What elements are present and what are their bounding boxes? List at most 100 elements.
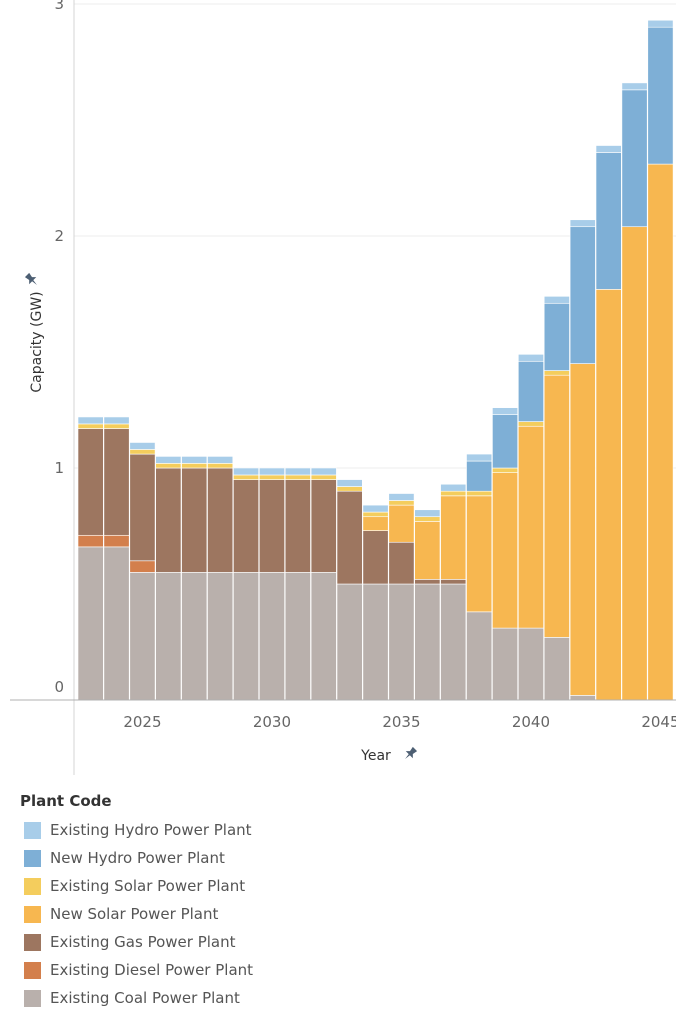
bar-segment[interactable] [129, 572, 156, 701]
bar-segment[interactable] [258, 479, 285, 573]
bar-segment[interactable] [155, 572, 182, 701]
bar-segment[interactable] [492, 472, 518, 629]
bar-segment[interactable] [543, 296, 570, 304]
bar-segment[interactable] [388, 500, 415, 506]
bar-segment[interactable] [569, 219, 596, 228]
bar-segment[interactable] [233, 467, 259, 476]
bar-segment[interactable] [181, 467, 208, 573]
bar-segment[interactable] [155, 463, 182, 469]
bar-segment[interactable] [440, 579, 467, 585]
bar-segment[interactable] [517, 354, 544, 362]
bar-segment[interactable] [647, 26, 674, 165]
bar-segment[interactable] [466, 611, 493, 701]
bar-segment[interactable] [414, 579, 441, 585]
bar-segment[interactable] [647, 19, 674, 28]
bar-segment[interactable] [388, 493, 415, 501]
bar-segment[interactable] [569, 695, 596, 701]
bar-segment[interactable] [543, 302, 570, 371]
bar-segment[interactable] [310, 479, 337, 573]
bar-segment[interactable] [284, 479, 311, 573]
bar-segment[interactable] [103, 534, 130, 548]
bar-segment[interactable] [310, 572, 337, 701]
bar-segment[interactable] [207, 456, 234, 464]
bar-segment[interactable] [336, 479, 363, 487]
bar-segment[interactable] [129, 453, 156, 562]
bar-segment[interactable] [543, 370, 570, 376]
bar-segment[interactable] [440, 490, 467, 497]
bar-segment[interactable] [362, 583, 389, 701]
bar-segment[interactable] [595, 289, 622, 701]
bar-segment[interactable] [414, 509, 441, 518]
bar-segment[interactable] [466, 453, 493, 462]
bar-segment[interactable] [181, 572, 208, 701]
bar-segment[interactable] [77, 546, 104, 701]
bar-segment[interactable] [440, 495, 467, 580]
bar-segment[interactable] [466, 495, 493, 613]
bar-segment[interactable] [310, 467, 337, 476]
bar-segment[interactable] [414, 516, 441, 522]
bar-segment[interactable] [440, 483, 467, 492]
bar-segment[interactable] [621, 89, 648, 228]
bar-segment[interactable] [517, 421, 544, 427]
bar-segment[interactable] [466, 460, 493, 492]
bar-segment[interactable] [77, 534, 104, 548]
bar-segment[interactable] [258, 467, 285, 476]
bar-segment[interactable] [569, 226, 596, 364]
bar-segment[interactable] [569, 363, 596, 696]
bar-segment[interactable] [181, 463, 208, 469]
bar-segment[interactable] [388, 541, 415, 585]
bar-segment[interactable] [414, 521, 441, 580]
bar-segment[interactable] [492, 414, 518, 469]
bar-segment[interactable] [336, 583, 363, 701]
bar-segment[interactable] [492, 407, 518, 415]
bar-segment[interactable] [362, 530, 389, 585]
bar-segment[interactable] [233, 479, 259, 573]
bar-segment[interactable] [258, 572, 285, 701]
bar-segment[interactable] [414, 583, 441, 701]
legend-item[interactable]: New Hydro Power Plant [20, 844, 253, 872]
bar-segment[interactable] [77, 428, 104, 536]
bar-segment[interactable] [129, 442, 156, 450]
bar-segment[interactable] [207, 463, 234, 469]
bar-segment[interactable] [543, 374, 570, 638]
legend-item[interactable]: Existing Coal Power Plant [20, 984, 253, 1012]
bar-segment[interactable] [543, 637, 570, 701]
bar-segment[interactable] [310, 474, 337, 480]
bar-segment[interactable] [129, 449, 156, 455]
bar-segment[interactable] [284, 467, 311, 476]
bar-segment[interactable] [621, 82, 648, 91]
bar-segment[interactable] [77, 416, 104, 425]
bar-segment[interactable] [621, 226, 648, 701]
bar-segment[interactable] [647, 163, 674, 701]
bar-segment[interactable] [362, 504, 389, 513]
legend-item[interactable]: Existing Gas Power Plant [20, 928, 253, 956]
bar-segment[interactable] [336, 490, 363, 585]
bar-segment[interactable] [517, 360, 544, 422]
bar-segment[interactable] [77, 423, 104, 429]
bar-segment[interactable] [492, 627, 518, 701]
bar-segment[interactable] [517, 425, 544, 629]
bar-segment[interactable] [362, 511, 389, 518]
bar-segment[interactable] [388, 504, 415, 543]
bar-segment[interactable] [595, 145, 622, 153]
pin-icon[interactable] [402, 746, 419, 763]
bar-segment[interactable] [233, 474, 259, 480]
bar-segment[interactable] [336, 486, 363, 492]
bar-segment[interactable] [517, 627, 544, 701]
bar-segment[interactable] [284, 572, 311, 701]
legend-item[interactable]: New Solar Power Plant [20, 900, 253, 928]
bar-segment[interactable] [103, 423, 130, 429]
bar-segment[interactable] [103, 416, 130, 425]
bar-segment[interactable] [103, 546, 130, 701]
bar-segment[interactable] [103, 428, 130, 536]
bar-segment[interactable] [388, 583, 415, 701]
bar-segment[interactable] [258, 474, 285, 480]
legend-item[interactable]: Existing Diesel Power Plant [20, 956, 253, 984]
bar-segment[interactable] [362, 516, 389, 531]
bar-segment[interactable] [492, 467, 518, 473]
bar-segment[interactable] [207, 467, 234, 573]
bar-segment[interactable] [155, 456, 182, 464]
pin-icon[interactable] [24, 272, 41, 289]
bar-segment[interactable] [284, 474, 311, 480]
bar-segment[interactable] [207, 572, 234, 701]
